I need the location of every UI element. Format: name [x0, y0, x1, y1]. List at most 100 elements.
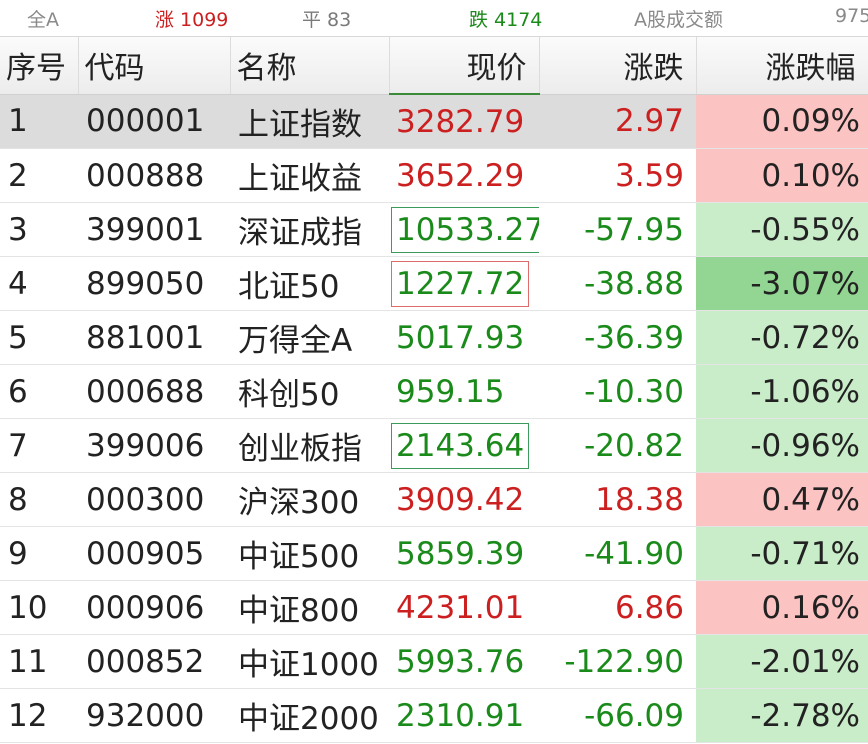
- cell-name: 万得全A: [230, 310, 389, 365]
- cell-change-pct: -3.07%: [696, 256, 868, 311]
- advancers-count: 涨 1099: [155, 9, 229, 31]
- cell-seq: 7: [0, 418, 78, 473]
- cell-change-pct: -0.96%: [696, 418, 868, 473]
- cell-change-pct: -0.72%: [696, 310, 868, 365]
- table-row[interactable]: 5 881001 万得全A 5017.93 -36.39 -0.72%: [0, 310, 868, 365]
- price-value: 5993.76: [396, 643, 525, 680]
- cell-code: 000001: [78, 94, 230, 149]
- table-row[interactable]: 4 899050 北证50 1227.72 -38.88 -3.07%: [0, 256, 868, 311]
- column-header-code[interactable]: 代码: [78, 37, 231, 95]
- cell-change: 3.59: [539, 148, 696, 203]
- cell-name: 上证收益: [230, 148, 389, 203]
- cell-seq: 11: [0, 634, 78, 689]
- column-header-change[interactable]: 涨跌: [539, 37, 697, 95]
- cell-name: 上证指数: [230, 94, 389, 149]
- cell-name: 北证50: [230, 256, 389, 311]
- cell-change: 2.97: [539, 94, 696, 149]
- cell-change: -66.09: [539, 688, 696, 743]
- cell-change-pct: 0.10%: [696, 148, 868, 203]
- column-header-name[interactable]: 名称: [230, 37, 390, 95]
- cell-change: 18.38: [539, 472, 696, 527]
- cell-change-pct: -1.06%: [696, 364, 868, 419]
- table-row[interactable]: 7 399006 创业板指 2143.64 -20.82 -0.96%: [0, 418, 868, 473]
- price-value: 3282.79: [396, 103, 525, 140]
- cell-code: 399006: [78, 418, 230, 473]
- column-header-seq[interactable]: 序号: [0, 37, 79, 95]
- cell-change-pct: 0.16%: [696, 580, 868, 635]
- cell-price: 2143.64: [389, 418, 539, 473]
- price-value: 3652.29: [396, 157, 525, 194]
- cell-price: 10533.27: [389, 202, 539, 257]
- cell-change: -122.90: [539, 634, 696, 689]
- unchanged-count: 平 83: [302, 9, 352, 31]
- price-value: 2310.91: [396, 697, 525, 734]
- table-row[interactable]: 10 000906 中证800 4231.01 6.86 0.16%: [0, 580, 868, 635]
- column-header-price[interactable]: 现价: [389, 37, 540, 95]
- cell-price: 3909.42: [389, 472, 539, 527]
- price-value: 1227.72: [391, 260, 530, 307]
- table-row[interactable]: 8 000300 沪深300 3909.42 18.38 0.47%: [0, 472, 868, 527]
- cell-change: -10.30: [539, 364, 696, 419]
- cell-price: 2310.91: [389, 688, 539, 743]
- cell-seq: 3: [0, 202, 78, 257]
- cell-change: -57.95: [539, 202, 696, 257]
- table-row[interactable]: 3 399001 深证成指 10533.27 -57.95 -0.55%: [0, 202, 868, 257]
- cell-code: 899050: [78, 256, 230, 311]
- market-scope-tab[interactable]: 全A: [27, 9, 59, 31]
- cell-price: 3282.79: [389, 94, 539, 149]
- price-value: 3909.42: [396, 481, 525, 518]
- turnover-label: A股成交额: [634, 9, 723, 31]
- cell-price: 3652.29: [389, 148, 539, 203]
- cell-seq: 6: [0, 364, 78, 419]
- cell-price: 5859.39: [389, 526, 539, 581]
- cell-name: 中证2000: [230, 688, 389, 743]
- cell-change: -20.82: [539, 418, 696, 473]
- cell-seq: 12: [0, 688, 78, 743]
- cell-code: 000852: [78, 634, 230, 689]
- market-summary-bar: 全A 涨 1099 平 83 跌 4174 A股成交额 975: [0, 0, 868, 37]
- index-quote-table: 序号 代码 名称 现价 涨跌 涨跌幅 1 000001 上证指数 3282.79 2.9…: [0, 37, 868, 743]
- cell-name: 中证800: [230, 580, 389, 635]
- column-header-change-pct[interactable]: 涨跌幅: [696, 37, 868, 95]
- cell-code: 000300: [78, 472, 230, 527]
- cell-change-pct: -0.55%: [696, 202, 868, 257]
- cell-code: 399001: [78, 202, 230, 257]
- cell-seq: 9: [0, 526, 78, 581]
- cell-change: -41.90: [539, 526, 696, 581]
- turnover-value: 975: [835, 5, 868, 27]
- cell-seq: 5: [0, 310, 78, 365]
- cell-change: -36.39: [539, 310, 696, 365]
- cell-name: 沪深300: [230, 472, 389, 527]
- table-row[interactable]: 2 000888 上证收益 3652.29 3.59 0.10%: [0, 148, 868, 203]
- cell-seq: 1: [0, 94, 78, 149]
- cell-change-pct: -2.01%: [696, 634, 868, 689]
- cell-name: 深证成指: [230, 202, 389, 257]
- price-value: 5859.39: [396, 535, 525, 572]
- cell-change-pct: -0.71%: [696, 526, 868, 581]
- cell-code: 000688: [78, 364, 230, 419]
- table-row[interactable]: 12 932000 中证2000 2310.91 -66.09 -2.78%: [0, 688, 868, 743]
- cell-change-pct: -2.78%: [696, 688, 868, 743]
- cell-change: 6.86: [539, 580, 696, 635]
- cell-code: 000906: [78, 580, 230, 635]
- table-row[interactable]: 9 000905 中证500 5859.39 -41.90 -0.71%: [0, 526, 868, 581]
- cell-name: 中证500: [230, 526, 389, 581]
- price-value: 10533.27: [391, 206, 539, 253]
- price-value: 4231.01: [396, 589, 525, 626]
- cell-price: 5993.76: [389, 634, 539, 689]
- cell-change: -38.88: [539, 256, 696, 311]
- cell-price: 959.15: [389, 364, 539, 419]
- cell-change-pct: 0.09%: [696, 94, 868, 149]
- cell-code: 000888: [78, 148, 230, 203]
- cell-code: 000905: [78, 526, 230, 581]
- decliners-count: 跌 4174: [469, 9, 543, 31]
- cell-seq: 4: [0, 256, 78, 311]
- table-row[interactable]: 6 000688 科创50 959.15 -10.30 -1.06%: [0, 364, 868, 419]
- table-row[interactable]: 11 000852 中证1000 5993.76 -122.90 -2.01%: [0, 634, 868, 689]
- table-body: 1 000001 上证指数 3282.79 2.97 0.09% 2 000888 上证收益 36…: [0, 94, 868, 743]
- cell-price: 1227.72: [389, 256, 539, 311]
- price-value: 5017.93: [396, 319, 525, 356]
- cell-change-pct: 0.47%: [696, 472, 868, 527]
- table-header-row: 序号 代码 名称 现价 涨跌 涨跌幅: [0, 37, 868, 95]
- table-row[interactable]: 1 000001 上证指数 3282.79 2.97 0.09%: [0, 94, 868, 149]
